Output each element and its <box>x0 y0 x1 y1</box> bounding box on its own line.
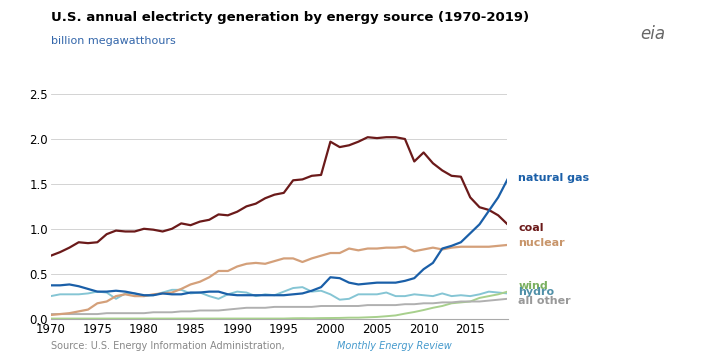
Text: U.S. annual electricty generation by energy source (1970-2019): U.S. annual electricty generation by ene… <box>51 11 529 24</box>
Text: wind: wind <box>518 281 548 291</box>
Text: eia: eia <box>640 25 665 43</box>
Text: billion megawatthours: billion megawatthours <box>51 36 175 46</box>
Text: nuclear: nuclear <box>518 238 565 248</box>
Text: natural gas: natural gas <box>518 173 589 182</box>
Text: all other: all other <box>518 296 571 306</box>
Text: hydro: hydro <box>518 287 555 296</box>
Text: coal: coal <box>518 223 544 233</box>
Text: Source: U.S. Energy Information Administration,: Source: U.S. Energy Information Administ… <box>51 341 288 351</box>
Text: Monthly Energy Review: Monthly Energy Review <box>337 341 452 351</box>
